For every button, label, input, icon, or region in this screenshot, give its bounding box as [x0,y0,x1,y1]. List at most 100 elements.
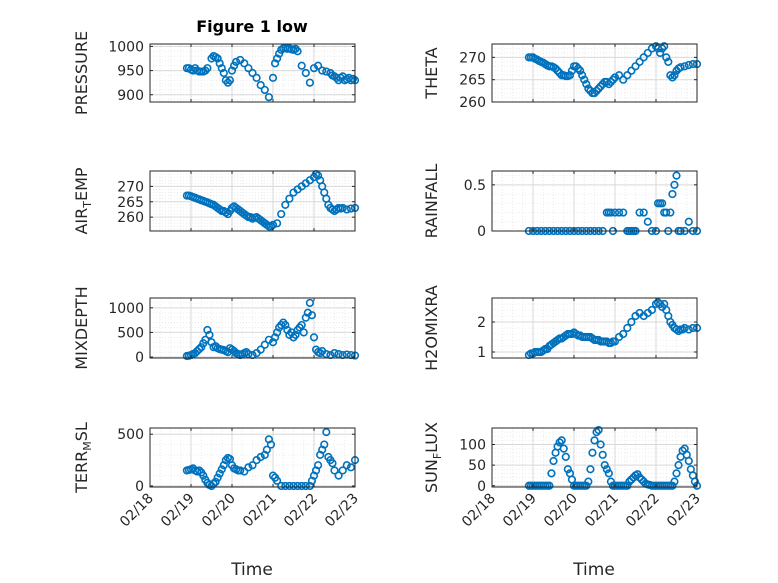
ytick-label: 270 [459,50,486,66]
data-point [670,180,679,189]
data-point [551,64,560,73]
data-point [594,84,603,93]
data-point [625,477,634,486]
data-point [217,465,226,474]
data-point [623,71,632,80]
data-point [346,204,356,213]
data-point [561,452,570,461]
data-point [680,323,689,333]
ytick-label: 1 [477,345,486,361]
data-point [680,62,689,71]
data-point [293,481,302,491]
data-point [684,217,693,226]
data-point [342,205,351,214]
data-point [631,62,640,71]
subplot-h2omixra: 1 2 H2OMIXRA [422,285,702,371]
data-point [293,47,302,56]
data-point [684,60,693,70]
data-point [549,456,558,466]
data-point [643,217,652,226]
data-point [195,345,204,354]
data-point [264,93,274,102]
data-point [215,59,224,68]
data-point [588,448,597,457]
data-point [199,471,208,480]
y-axis-label: TERRMSL [72,422,94,494]
data-point [666,208,675,217]
data-point [225,76,235,85]
data-point [604,469,613,478]
data-point [346,463,356,472]
data-point [270,59,280,68]
ytick-label: 0 [135,350,144,366]
axes-box [491,297,698,359]
data-point [664,57,673,66]
data-point [563,465,572,474]
data-point [219,68,228,78]
ytick-label: 1000 [108,39,144,55]
data-point [240,59,249,68]
data-point [590,436,599,445]
data-point [268,73,278,82]
axes-box [149,170,356,232]
data-point [610,73,620,82]
data-point [215,469,224,478]
data-point [614,71,624,80]
data-point [606,77,616,87]
data-point [285,481,294,491]
axes-box [491,427,698,488]
data-point [604,80,613,89]
data-point [213,473,222,482]
data-point [270,333,280,342]
axes-box [149,297,356,359]
data-point [627,475,636,484]
data-point [658,199,667,208]
data-point [213,54,222,63]
data-point [623,481,632,490]
data-point [565,71,575,80]
data-point [256,345,265,354]
data-point [596,440,605,449]
data-point [627,66,636,75]
data-point [582,481,591,490]
data-point [289,481,298,491]
data-point [596,82,605,91]
data-point [662,53,671,62]
data-point [217,64,226,73]
ytick-label: 900 [117,88,144,104]
data-point [639,53,648,62]
data-point [584,477,593,486]
data-point [266,440,276,449]
xtick-label: 02/23 [664,491,704,531]
data-point [297,61,306,70]
subplot-theta: 260 265 270 THETA [422,42,702,111]
xtick-label: 02/19 [158,491,198,531]
data-point [619,329,628,339]
data-point [635,208,644,217]
axes-box [491,43,698,103]
data-point [600,461,609,470]
data-point [277,481,286,491]
data-point [684,456,693,466]
data-point [668,189,677,199]
xtick-label: 02/22 [623,491,663,531]
ytick-label: 265 [459,73,486,89]
xtick-label: 02/20 [541,491,581,531]
data-point [248,461,257,470]
axes-box [149,43,356,103]
data-point [330,348,339,358]
xtick-label: 02/23 [322,491,362,531]
data-point [244,463,253,472]
data-point [553,66,562,75]
data-point [195,466,204,475]
data-point [571,62,581,71]
data-point [610,208,620,217]
data-point [578,71,587,80]
data-point [281,481,290,491]
data-point [260,340,269,349]
data-point [285,194,294,203]
data-point [676,63,685,72]
data-point [594,425,603,435]
data-point [291,330,300,339]
